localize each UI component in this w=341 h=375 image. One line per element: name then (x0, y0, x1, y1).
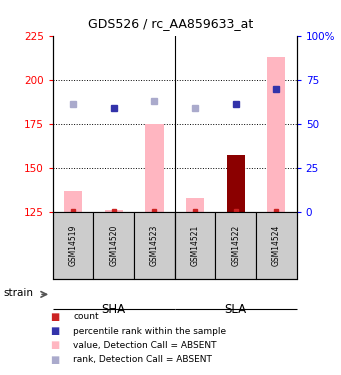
Bar (53, 212, 93, 279)
Text: GSM14524: GSM14524 (272, 225, 281, 266)
Text: GSM14519: GSM14519 (69, 225, 78, 266)
Bar (186, 198, 204, 212)
Text: ■: ■ (50, 312, 59, 322)
Text: GSM14523: GSM14523 (150, 225, 159, 266)
Bar (145, 124, 164, 212)
Bar (93, 212, 134, 279)
Text: GSM14520: GSM14520 (109, 225, 118, 266)
Text: SLA: SLA (225, 303, 247, 316)
Text: ■: ■ (50, 326, 59, 336)
Bar (226, 156, 245, 212)
Text: value, Detection Call = ABSENT: value, Detection Call = ABSENT (73, 341, 217, 350)
Bar (175, 212, 216, 279)
Text: strain: strain (3, 288, 33, 297)
Text: count: count (73, 312, 99, 321)
Bar (64, 191, 82, 212)
Bar (105, 210, 123, 212)
Text: percentile rank within the sample: percentile rank within the sample (73, 327, 226, 336)
Text: ■: ■ (50, 340, 59, 350)
Text: GSM14522: GSM14522 (231, 225, 240, 266)
Bar (267, 57, 285, 212)
Bar (256, 212, 297, 279)
Text: rank, Detection Call = ABSENT: rank, Detection Call = ABSENT (73, 355, 212, 364)
Text: GDS526 / rc_AA859633_at: GDS526 / rc_AA859633_at (88, 17, 253, 30)
Bar (216, 212, 256, 279)
Text: GSM14521: GSM14521 (191, 225, 199, 266)
Bar (134, 212, 175, 279)
Text: ■: ■ (50, 355, 59, 364)
Text: SHA: SHA (102, 303, 126, 316)
